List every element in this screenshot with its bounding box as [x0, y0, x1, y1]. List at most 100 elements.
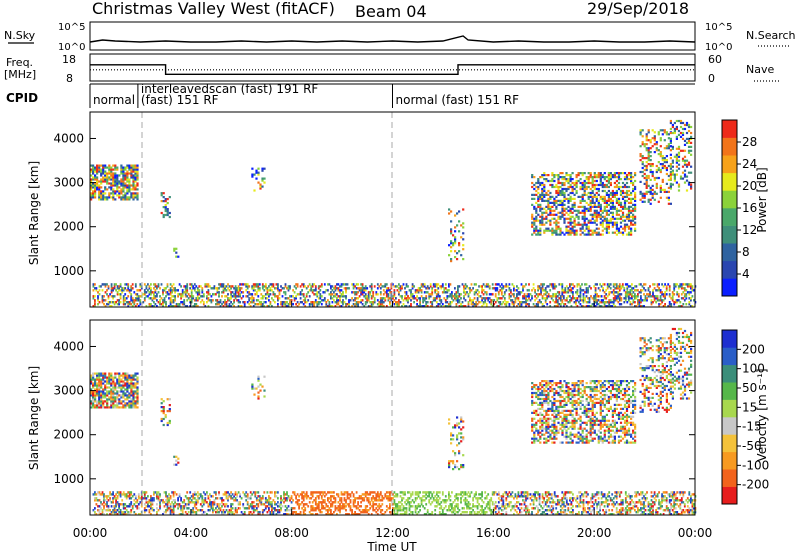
scatter-cell-141 — [110, 166, 113, 169]
scatter-cell-726 — [561, 409, 564, 412]
ground-cell-2722 — [385, 305, 388, 308]
ground-cell-3707 — [656, 295, 659, 298]
ground-cell-3549 — [614, 299, 617, 302]
ground-cell-2582 — [348, 303, 350, 306]
ground-cell-2359 — [281, 287, 284, 290]
scatter-cell-91 — [100, 372, 103, 375]
scatter-cell-1029 — [601, 195, 604, 198]
scatter-cell-447 — [462, 436, 465, 439]
scatter-cell-933 — [591, 195, 594, 198]
scatter-cell-434 — [460, 466, 463, 469]
scatter-cell-498 — [537, 439, 540, 442]
ground-cell-3651 — [638, 291, 641, 294]
ground-cell-1965 — [174, 305, 176, 308]
ground-cell-1769 — [119, 283, 122, 286]
scatter-cell-1482 — [661, 178, 664, 181]
scatter-cell-214 — [118, 376, 121, 379]
scatter-cell-1549 — [669, 139, 672, 142]
scatter-cell-739 — [569, 217, 572, 220]
scatter-cell-435 — [531, 174, 534, 177]
ground-cell-1728 — [110, 305, 113, 308]
scatter-cell-589 — [551, 179, 554, 183]
scatter-cell-915 — [589, 193, 592, 196]
scatter-cell-769 — [565, 384, 568, 387]
ground-cell-3406 — [576, 299, 579, 302]
ground-cell-1949 — [169, 287, 172, 290]
ground-cell-2418 — [302, 303, 305, 306]
scatter-cell-290 — [130, 392, 133, 395]
scatter-cell-1045 — [603, 197, 606, 200]
scatter-cell-409 — [458, 220, 461, 223]
ground-cell-2761 — [395, 301, 397, 304]
ground-cell-2296 — [263, 285, 266, 288]
ground-cell-3730 — [662, 295, 665, 298]
ground-cell-2191 — [236, 289, 238, 292]
scatter-cell-278 — [128, 386, 131, 389]
ground-cell-2858 — [422, 285, 424, 288]
ground-cell-3714 — [658, 289, 660, 292]
ground-cell-2559 — [342, 303, 344, 306]
ground-cell-3521 — [606, 283, 609, 286]
scatter-cell-1373 — [645, 174, 648, 178]
scatter-cell-600 — [553, 201, 556, 204]
scatter-cell-1553 — [669, 121, 672, 125]
scatter-cell-111 — [104, 392, 107, 395]
ground-cell-2247 — [251, 287, 254, 290]
scatter-cell-783 — [567, 389, 570, 393]
ground-cell-2386 — [289, 287, 291, 290]
scatter-cell-760 — [571, 211, 574, 214]
ground-cell-2092 — [209, 293, 211, 296]
scatter-cell-640 — [551, 403, 554, 406]
ground-cell-1911 — [159, 287, 161, 290]
ground-cell-1909 — [159, 299, 161, 302]
scatter-cell-870 — [577, 391, 580, 395]
ground-cell-3293 — [544, 287, 547, 290]
scatter-cell-166 — [112, 396, 115, 399]
scatter-cell-361 — [257, 171, 260, 174]
ground-cell-3618 — [631, 297, 633, 300]
scatter-cell-809 — [571, 419, 574, 422]
ground-cell-2796 — [405, 299, 408, 302]
ground-cell-3806 — [685, 297, 688, 300]
scatter-cell-1445 — [655, 186, 658, 189]
scatter-cell-220 — [120, 396, 123, 399]
scatter-cell-235 — [122, 390, 125, 393]
scatter-cell-460 — [535, 201, 538, 204]
scatter-cell-441 — [460, 418, 463, 421]
scatter-cell-113 — [106, 176, 109, 179]
scatter-cell-153 — [110, 388, 113, 391]
scatter-cell-1296 — [632, 213, 635, 216]
scatter-cell-37 — [94, 388, 97, 391]
scatter-cell-970 — [589, 407, 592, 410]
scatter-cell-178 — [116, 176, 119, 179]
scatter-cell-587 — [551, 185, 554, 189]
scatter-cell-324 — [162, 213, 165, 217]
ground-cell-3267 — [538, 285, 541, 288]
ground-cell-1826 — [136, 303, 139, 306]
scatter-cell-353 — [251, 167, 254, 170]
ground-cell-2424 — [304, 305, 307, 308]
scatter-cell-1447 — [655, 182, 658, 185]
ground-cell-2546 — [339, 299, 341, 302]
ground-cell-1705 — [101, 283, 104, 286]
ground-cell-3778 — [677, 305, 680, 308]
ground-cell-3591 — [624, 297, 627, 300]
ground-cell-2609 — [355, 291, 358, 294]
scatter-cell-280 — [128, 382, 131, 385]
scatter-cell-780 — [567, 395, 570, 399]
scatter-cell-677 — [561, 181, 564, 185]
ground-cell-1703 — [101, 295, 104, 298]
scatter-cell-185 — [114, 384, 117, 387]
scatter-cell-948 — [593, 211, 596, 214]
ground-cell-2176 — [233, 301, 235, 304]
scatter-cell-1545 — [669, 167, 672, 170]
ground-cell-3006 — [463, 289, 465, 292]
scatter-cell-1 — [90, 196, 93, 199]
ground-cell-3347 — [559, 283, 562, 286]
ground-cell-2983 — [457, 297, 459, 300]
scatter-cell-1295 — [632, 215, 635, 218]
ground-cell-1773 — [122, 303, 125, 306]
scatter-cell-779 — [573, 217, 576, 220]
ground-cell-2909 — [435, 293, 438, 296]
ground-cell-2790 — [404, 305, 406, 308]
